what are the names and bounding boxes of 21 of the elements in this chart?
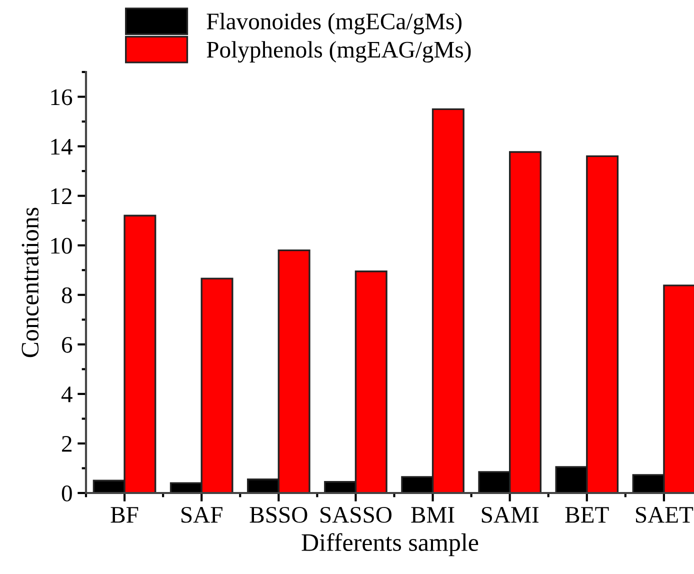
legend-label: Flavonoides (mgECa/gMs) bbox=[206, 12, 462, 34]
y-tick-label: 6 bbox=[62, 336, 72, 353]
legend-label: Polyphenols (mgEAG/gMs) bbox=[206, 41, 471, 63]
y-axis-title: Concentrations bbox=[22, 208, 39, 358]
y-tick-label: 12 bbox=[51, 188, 72, 204]
y-tick-label: 8 bbox=[62, 287, 72, 304]
x-axis-title: Differents sample bbox=[302, 533, 478, 556]
x-tick-label: SAET bbox=[636, 506, 694, 523]
y-tick-label: 2 bbox=[62, 436, 72, 452]
x-tick-label: SAMI bbox=[482, 506, 539, 523]
x-tick-label: BSSO bbox=[250, 506, 308, 523]
x-tick-label: BMI bbox=[411, 507, 454, 523]
x-tick-label: BET bbox=[565, 507, 609, 523]
y-tick-label: 16 bbox=[51, 89, 72, 106]
y-tick-label: 4 bbox=[61, 386, 72, 402]
y-tick-label: 10 bbox=[51, 238, 72, 254]
x-tick-label: SASSO bbox=[320, 506, 392, 523]
y-tick-label: 0 bbox=[62, 485, 72, 502]
y-tick-label: 14 bbox=[51, 138, 72, 154]
x-tick-label: BF bbox=[110, 507, 138, 523]
x-tick-label: SAF bbox=[182, 506, 222, 523]
